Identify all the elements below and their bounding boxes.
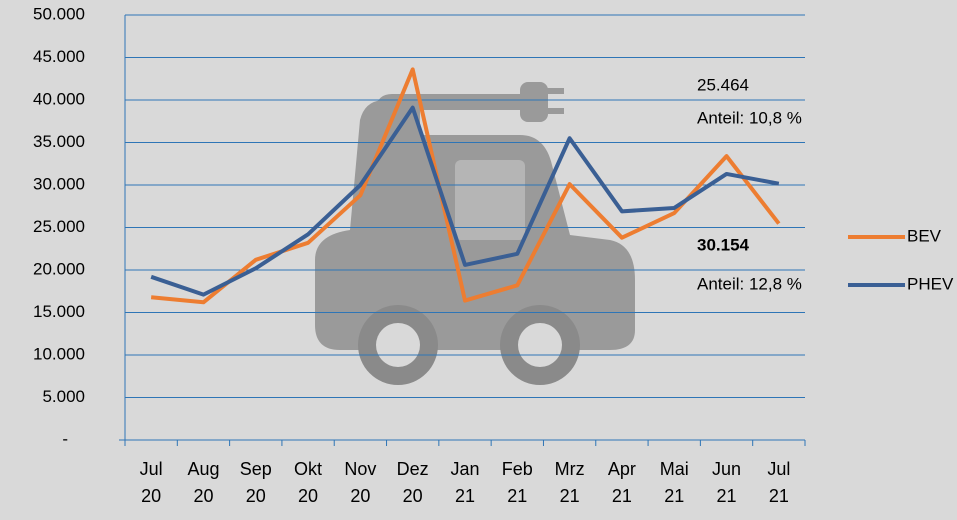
x-tick-label: Jan 21 [445,456,485,510]
legend-label: PHEV [907,274,954,293]
annotation: 30.154 [697,235,750,254]
y-tick-label: - [62,429,68,448]
y-tick-label: 50.000 [33,4,85,23]
annotation: 25.464 [697,75,749,94]
x-tick-label: Nov 20 [340,456,380,510]
y-tick-label: 25.000 [33,217,85,236]
legend-label: BEV [907,226,942,245]
y-tick-label: 15.000 [33,302,85,321]
chart: - 5.000 10.000 15.000 20.000 25.000 30.000 35.0… [0,0,957,520]
x-tick-label: Mai 21 [654,456,694,510]
car-icon [315,82,635,385]
y-tick-label: 30.000 [33,174,85,193]
x-tick-label: Feb 21 [497,456,537,510]
x-tick-label: Okt 20 [288,456,328,510]
x-tick-label: Aug 20 [183,456,223,510]
y-tick-label: 10.000 [33,344,85,363]
x-tick-label: Jul 20 [131,456,171,510]
x-tick-label: Mrz 21 [550,456,590,510]
y-tick-label: 20.000 [33,259,85,278]
y-tick-label: 45.000 [33,47,85,66]
y-tick-label: 5.000 [42,387,85,406]
x-tick-label: Sep 20 [236,456,276,510]
annotation: Anteil: 12,8 % [697,274,802,293]
y-tick-label: 35.000 [33,132,85,151]
y-tick-label: 40.000 [33,89,85,108]
x-tick-label: Jun 21 [707,456,747,510]
annotation: Anteil: 10,8 % [697,108,802,127]
page: - 5.000 10.000 15.000 20.000 25.000 30.000 35.0… [0,0,957,520]
x-tick-label: Apr 21 [602,456,642,510]
x-tick-label: Jul 21 [759,456,799,510]
x-tick-label: Dez 20 [393,456,433,510]
